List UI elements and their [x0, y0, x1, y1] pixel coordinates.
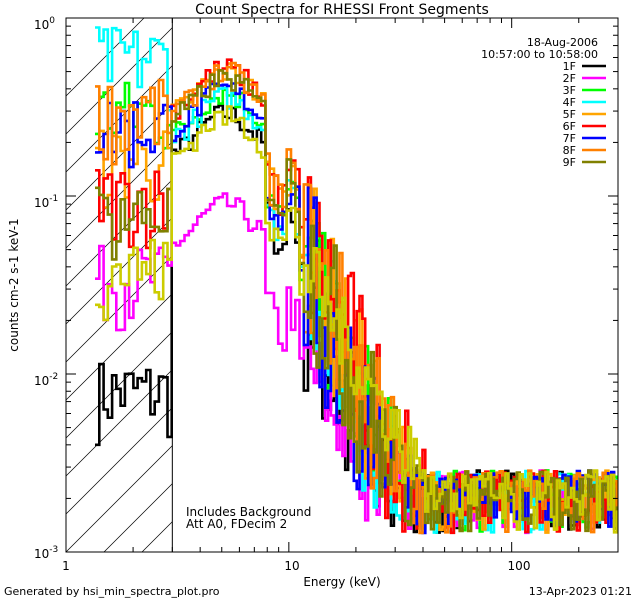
x-axis-label: Energy (keV)	[303, 575, 380, 589]
legend-label: 6F	[563, 120, 576, 133]
legend-label: 7F	[563, 132, 576, 145]
legend-label: 2F	[563, 72, 576, 85]
legend-label: 4F	[563, 96, 576, 109]
time-range: 10:57:00 to 10:58:00	[481, 48, 598, 61]
hatch-line	[66, 255, 173, 363]
hatch-line	[66, 217, 173, 325]
y-tick-label: 10-1	[34, 194, 58, 210]
footer-timestamp: 13-Apr-2023 01:21	[528, 585, 632, 598]
legend-label: 8F	[563, 144, 576, 157]
legend-label: 3F	[563, 84, 576, 97]
plot-frame	[65, 17, 619, 553]
series-line-9f	[95, 69, 618, 533]
legend-label: 1F	[563, 60, 576, 73]
hatch-line	[66, 369, 173, 477]
y-tick-label: 10-3	[34, 545, 58, 561]
hatch-line	[66, 445, 173, 552]
hatch-line	[636, 18, 640, 552]
hatch-line	[66, 179, 173, 287]
generated-by: Generated by hsi_min_spectra_plot.pro	[4, 585, 220, 598]
y-axis-label: counts cm-2 s-1 keV-1	[7, 218, 21, 351]
x-tick-label: 1	[62, 559, 70, 573]
x-tick-label: 100	[508, 559, 531, 573]
x-tick-label: 10	[284, 559, 299, 573]
observation-date: 18-Aug-2006	[527, 36, 598, 49]
hatch-line	[66, 407, 173, 515]
legend-label: 9F	[563, 156, 576, 169]
hatch-line	[66, 27, 173, 135]
background-annotation: Includes Background	[186, 505, 311, 519]
legend-label: 5F	[563, 108, 576, 121]
series-line-extra	[95, 105, 618, 534]
y-tick-label: 100	[34, 16, 55, 32]
chart-title: Count Spectra for RHESSI Front Segments	[195, 2, 489, 18]
y-tick-label: 10-2	[34, 372, 58, 388]
attenuator-annotation: Att A0, FDecim 2	[186, 517, 287, 531]
axis-ticks	[65, 18, 619, 553]
